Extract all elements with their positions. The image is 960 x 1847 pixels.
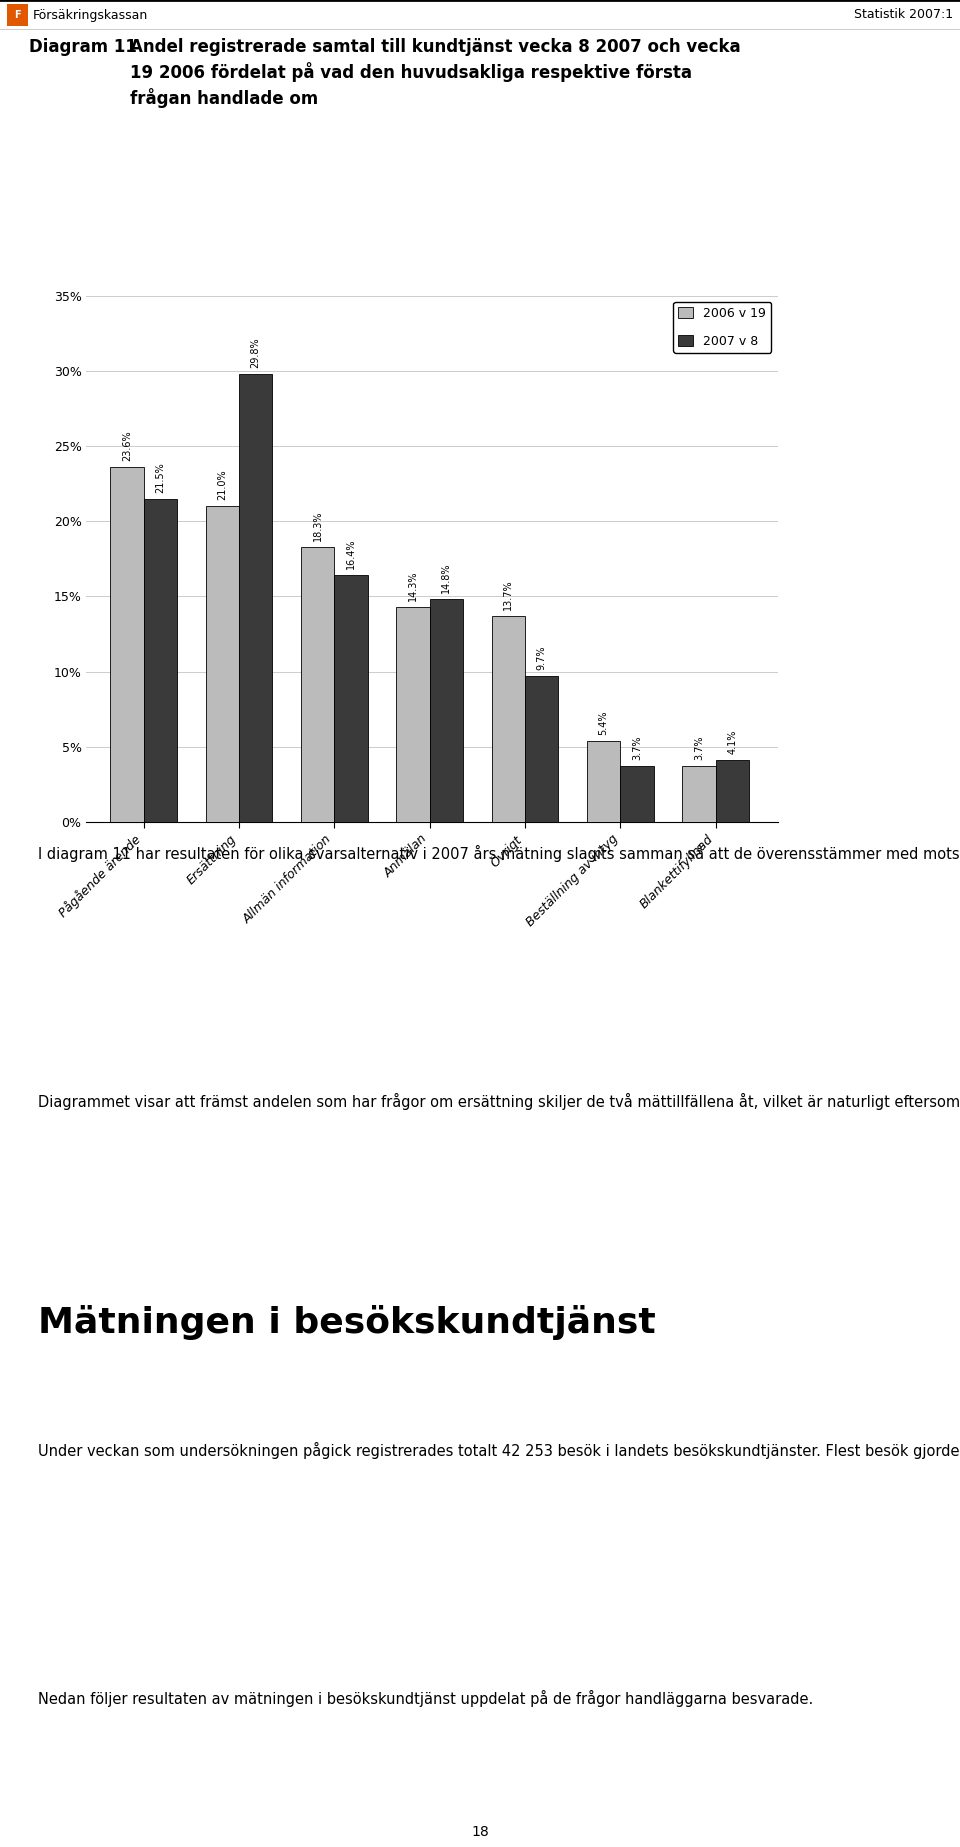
Text: F: F	[14, 9, 20, 20]
Text: 21.0%: 21.0%	[217, 469, 228, 501]
Text: 5.4%: 5.4%	[599, 711, 609, 735]
Bar	[525, 676, 559, 822]
Text: Andel registrerade samtal till kundtjänst vecka 8 2007 och vecka
19 2006 fördela: Andel registrerade samtal till kundtjäns…	[130, 37, 740, 109]
Text: 3.7%: 3.7%	[694, 735, 704, 761]
Text: I diagram 11 har resultaten för olika svarsalternativ i 2007 års mätning slagits: I diagram 11 har resultaten för olika sv…	[38, 844, 960, 863]
Bar	[239, 373, 273, 822]
Bar	[396, 608, 430, 822]
Text: 23.6%: 23.6%	[122, 430, 132, 462]
Text: 16.4%: 16.4%	[346, 539, 356, 569]
Text: Under veckan som undersökningen pågick registrerades totalt 42 253 besök i lande: Under veckan som undersökningen pågick r…	[38, 1443, 960, 1459]
Text: Försäkringskassan: Försäkringskassan	[33, 9, 148, 22]
Text: 3.7%: 3.7%	[632, 735, 642, 761]
Text: 14.8%: 14.8%	[442, 563, 451, 593]
Text: 9.7%: 9.7%	[537, 645, 546, 670]
Bar	[587, 741, 620, 822]
Text: 18.3%: 18.3%	[313, 510, 323, 541]
Text: 4.1%: 4.1%	[728, 730, 737, 754]
Text: Mätningen i besökskundtjänst: Mätningen i besökskundtjänst	[38, 1306, 656, 1341]
Legend: 2006 v 19, 2007 v 8: 2006 v 19, 2007 v 8	[674, 301, 771, 353]
Bar	[620, 767, 654, 822]
Bar	[683, 767, 715, 822]
Bar	[300, 547, 334, 822]
Bar	[492, 615, 525, 822]
Text: Diagrammet visar att främst andelen som har frågor om ersättning skiljer de två : Diagrammet visar att främst andelen som …	[38, 1093, 960, 1110]
Bar	[144, 499, 177, 822]
Text: 29.8%: 29.8%	[251, 338, 260, 368]
Text: Diagram 11: Diagram 11	[29, 37, 136, 55]
Text: 18: 18	[471, 1825, 489, 1840]
Text: Statistik 2007:1: Statistik 2007:1	[854, 9, 953, 22]
Bar	[430, 598, 463, 822]
Text: 14.3%: 14.3%	[408, 571, 418, 600]
Text: Nedan följer resultaten av mätningen i besökskundtjänst uppdelat på de frågor ha: Nedan följer resultaten av mätningen i b…	[38, 1690, 814, 1707]
Text: 21.5%: 21.5%	[156, 462, 165, 493]
FancyBboxPatch shape	[7, 4, 28, 26]
Bar	[334, 574, 368, 822]
Text: 13.7%: 13.7%	[503, 580, 514, 610]
Bar	[205, 506, 239, 822]
Bar	[715, 761, 749, 822]
Bar	[110, 467, 144, 822]
